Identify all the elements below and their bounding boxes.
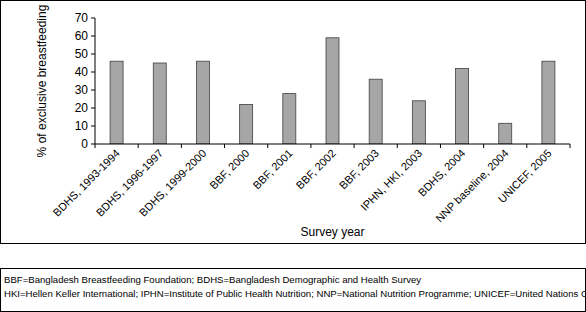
x-tick bbox=[526, 144, 527, 148]
x-tick-label: BDHS, 1999-2000 bbox=[137, 147, 209, 219]
x-tick-label: BBF, 2002 bbox=[294, 147, 338, 191]
bar bbox=[412, 101, 425, 144]
x-tick-label: NNP baseline, 2004 bbox=[433, 147, 511, 225]
x-tick bbox=[483, 144, 484, 148]
x-tick bbox=[397, 144, 398, 148]
y-tick-label: 10 bbox=[75, 119, 89, 133]
x-tick-label: BBF, 2003 bbox=[337, 147, 381, 191]
y-tick bbox=[91, 108, 95, 109]
bar bbox=[196, 61, 209, 144]
x-tick bbox=[138, 144, 139, 148]
x-tick bbox=[181, 144, 182, 148]
y-axis bbox=[95, 18, 96, 144]
y-tick bbox=[91, 126, 95, 127]
y-tick bbox=[91, 72, 95, 73]
footnote: HKI=Hellen Keller International; IPHN=In… bbox=[4, 288, 586, 299]
bar bbox=[542, 61, 555, 144]
x-tick-label: BBF, 2000 bbox=[207, 147, 251, 191]
bar bbox=[153, 63, 166, 144]
y-tick bbox=[91, 36, 95, 37]
x-tick-label: BBF, 2001 bbox=[250, 147, 294, 191]
bar bbox=[456, 68, 469, 144]
bar bbox=[369, 79, 382, 144]
chart: 010203040506070BDHS, 1993-1994BDHS, 1996… bbox=[0, 0, 586, 312]
bar bbox=[283, 94, 296, 144]
bar bbox=[240, 104, 253, 144]
y-axis-title: % of exclusive breastfeeding bbox=[35, 5, 49, 158]
x-tick bbox=[354, 144, 355, 148]
y-tick bbox=[91, 144, 95, 145]
x-tick bbox=[440, 144, 441, 148]
y-tick-label: 20 bbox=[75, 101, 89, 115]
y-tick bbox=[91, 54, 95, 55]
bars bbox=[110, 38, 555, 144]
y-tick-label: 70 bbox=[75, 11, 89, 25]
x-axis bbox=[95, 144, 570, 145]
bar bbox=[326, 38, 339, 144]
bar bbox=[499, 123, 512, 144]
x-tick bbox=[310, 144, 311, 148]
x-tick bbox=[95, 144, 96, 148]
footnote: BBF=Bangladesh Breastfeeding Foundation;… bbox=[4, 274, 421, 285]
y-tick-label: 50 bbox=[75, 47, 89, 61]
x-axis-title: Survey year bbox=[300, 225, 364, 239]
x-tick bbox=[570, 144, 571, 148]
y-tick-label: 30 bbox=[75, 83, 89, 97]
y-tick-label: 40 bbox=[75, 65, 89, 79]
chart-frame bbox=[1, 1, 586, 244]
y-tick bbox=[91, 90, 95, 91]
x-tick-label: IPHN, HKI, 2003 bbox=[358, 147, 424, 213]
x-tick bbox=[224, 144, 225, 148]
y-tick bbox=[91, 18, 95, 19]
bar bbox=[110, 61, 123, 144]
x-tick-label: UNICEF, 2005 bbox=[496, 147, 554, 205]
y-tick-label: 60 bbox=[75, 29, 89, 43]
chart-root: 010203040506070BDHS, 1993-1994BDHS, 1996… bbox=[0, 0, 586, 312]
y-tick-label: 0 bbox=[81, 137, 88, 151]
x-tick bbox=[267, 144, 268, 148]
